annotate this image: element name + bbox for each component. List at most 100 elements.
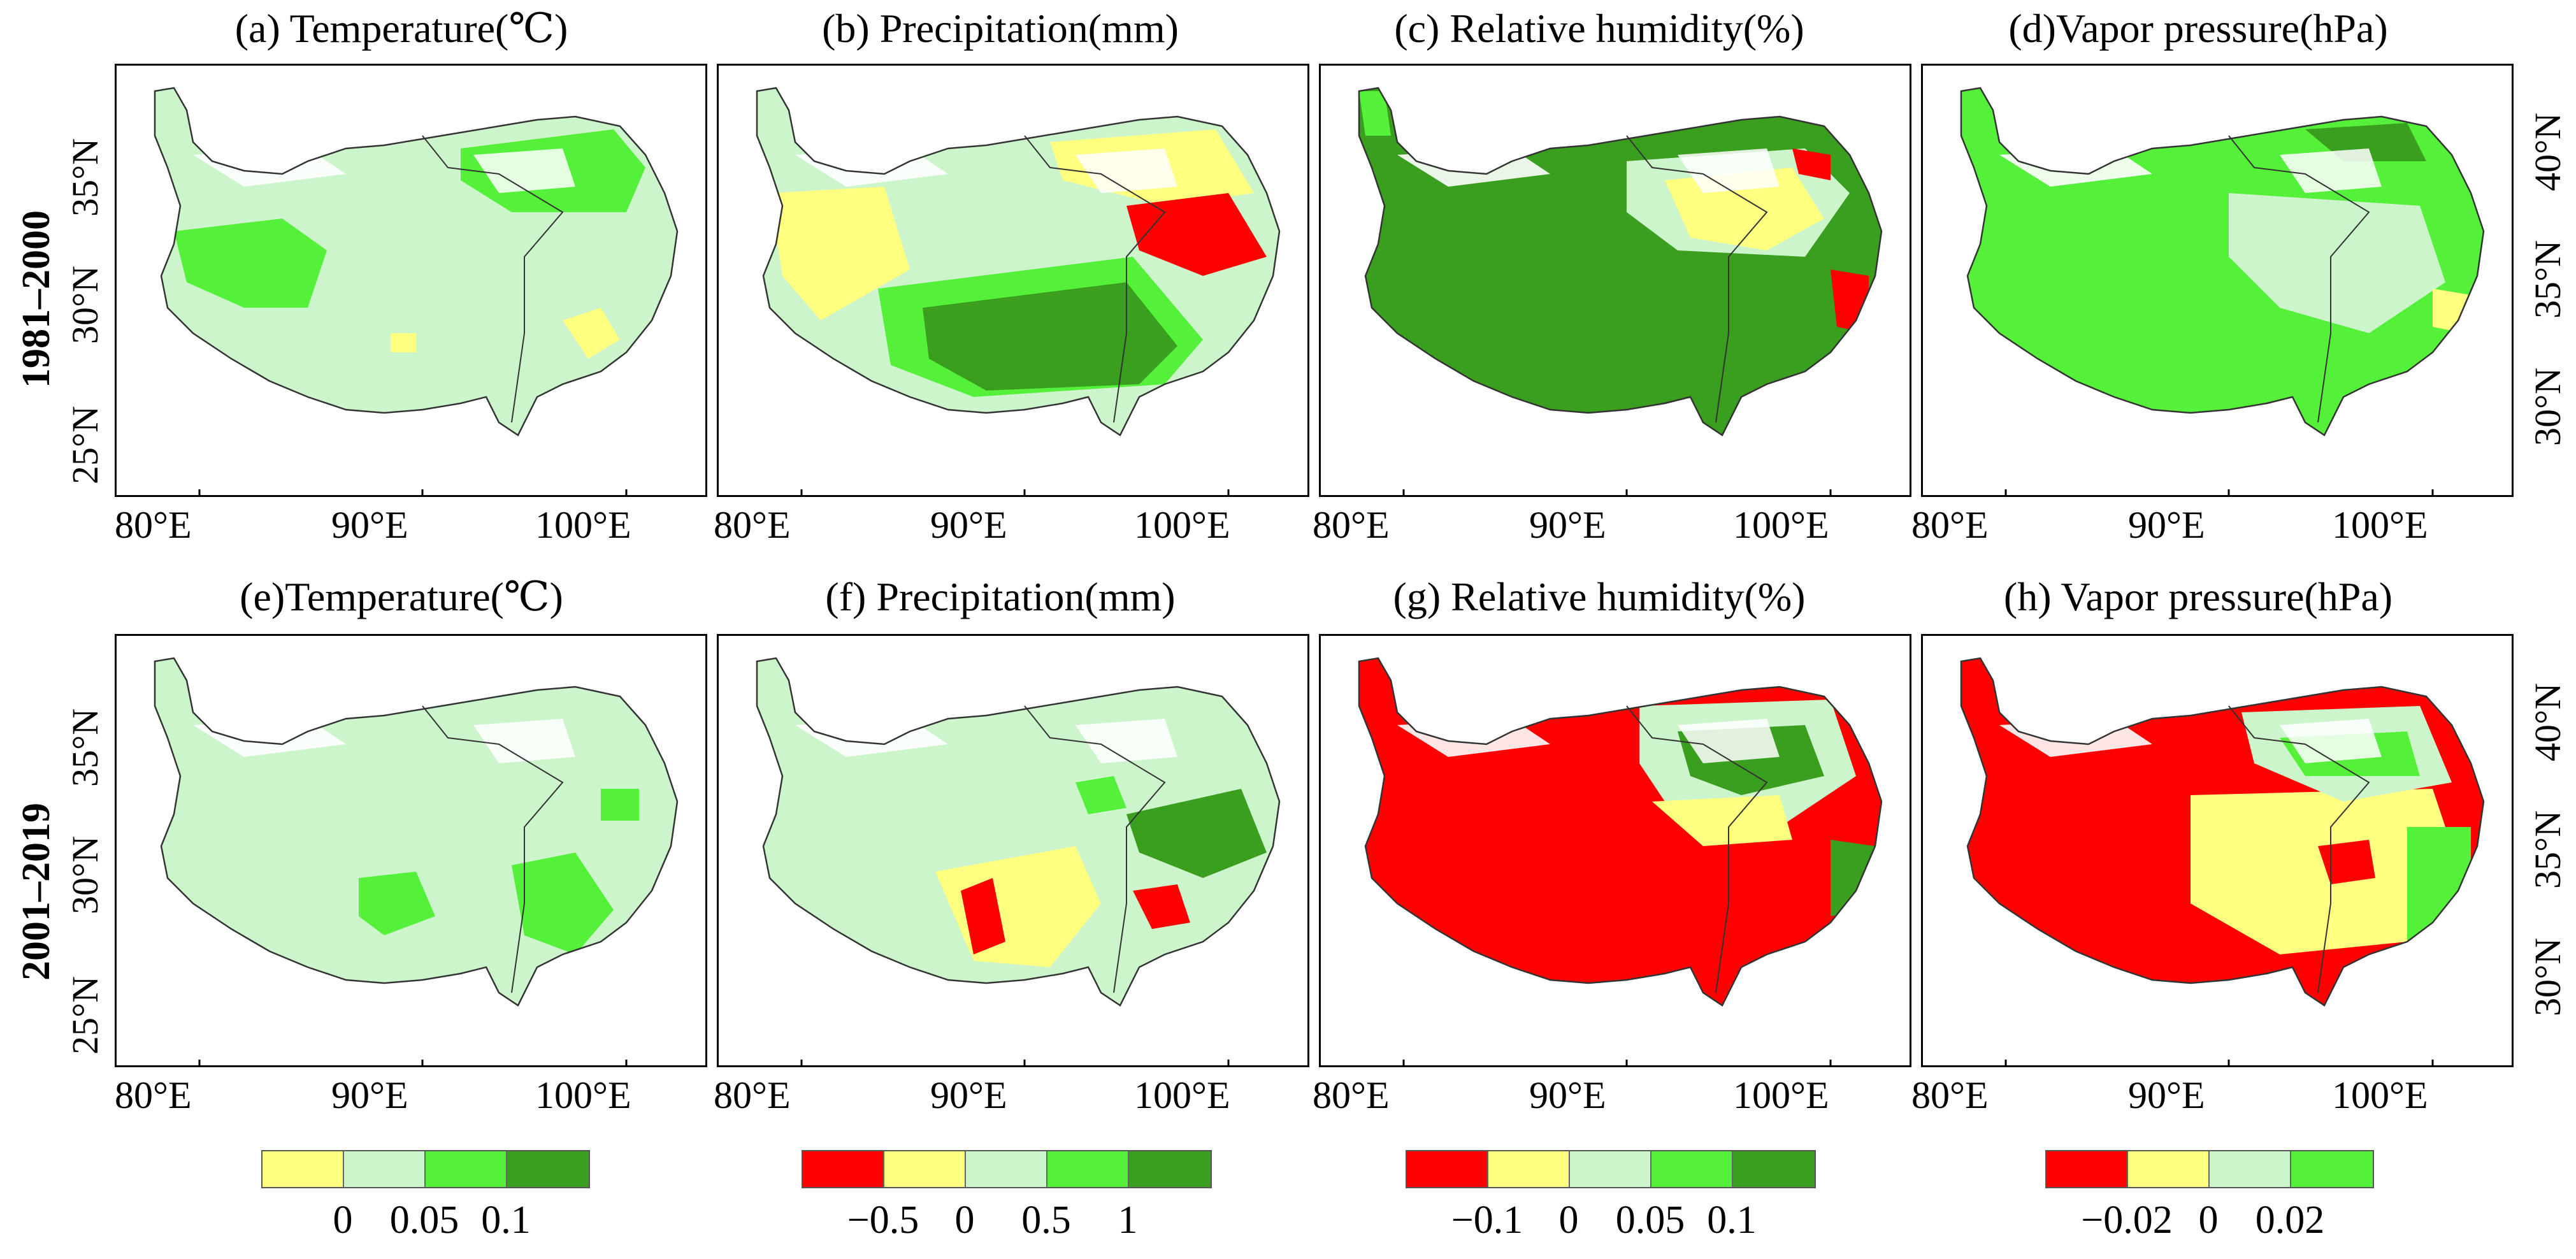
x-tick-b-90: 90°E [930, 504, 1007, 546]
legend-rh-label-1: 0 [1558, 1198, 1579, 1242]
panel-title-c: (c) Relative humidity(%) [1394, 6, 1804, 51]
plateau-map [1358, 87, 1883, 495]
y-tick-right-d-40: 40°N [2527, 112, 2568, 191]
map-panel-e [115, 634, 707, 1067]
region-fill [2191, 789, 2458, 954]
y-tick-left-e-35: 35°N [64, 708, 106, 787]
no-data-patch [1076, 148, 1177, 193]
region-fill [1831, 840, 1875, 916]
region-fill [1076, 776, 1126, 814]
legend-swatch [884, 1151, 966, 1187]
plateau-map [154, 87, 679, 495]
no-data-patch [2280, 719, 2382, 763]
province-boundary [1626, 705, 1768, 993]
panel-title-d: (d)Vapor pressure(hPa) [2008, 6, 2388, 51]
y-tick-left-a-30: 30°N [64, 265, 106, 344]
legend-swatch [344, 1151, 426, 1187]
legend-swatch [2047, 1151, 2128, 1187]
y-tick-right-h-35: 35°N [2527, 810, 2568, 889]
plateau-boundary [756, 87, 1281, 436]
legend-prec-label-2: 0.5 [1021, 1198, 1071, 1242]
region-fill [1792, 148, 1831, 180]
region-fill [391, 333, 416, 352]
region-fill [1126, 789, 1267, 878]
plateau-map [154, 657, 679, 1065]
panel-title-a: (a) Temperature(℃) [234, 6, 568, 51]
legend-swatch [1129, 1151, 1211, 1187]
y-tick-left-a-35: 35°N [64, 138, 106, 217]
x-tick-a-100: 100°E [535, 504, 631, 546]
legend-swatch [1651, 1151, 1733, 1187]
legend-precipitation [802, 1150, 1212, 1188]
no-data-patch [473, 148, 575, 193]
region-fill [1126, 193, 1267, 276]
legend-swatch [966, 1151, 1047, 1187]
region-fill [359, 872, 435, 935]
plateau-boundary [154, 657, 679, 1007]
region-fill [1359, 91, 1391, 136]
y-tick-left-e-25: 25°N [64, 975, 106, 1054]
y-tick-right-h-30: 30°N [2527, 937, 2568, 1016]
plateau-map [1358, 657, 1883, 1065]
x-tick-c-100: 100°E [1733, 504, 1829, 546]
legend-swatch [803, 1151, 884, 1187]
legend-rh-label-2: 0.05 [1615, 1198, 1685, 1242]
map-panel-b [717, 64, 1309, 497]
region-fill [961, 878, 1005, 954]
plateau-boundary [1960, 657, 2485, 1007]
x-tick-g-80: 80°E [1313, 1074, 1390, 1116]
legend-swatch [1407, 1151, 1488, 1187]
x-tick-c-80: 80°E [1313, 504, 1390, 546]
province-boundary [422, 135, 564, 423]
legend-temperature [261, 1150, 590, 1188]
province-boundary [2228, 135, 2370, 423]
row-label-1981-2000: 1981–2000 [15, 210, 58, 389]
no-data-patch [1678, 719, 1780, 763]
x-tick-f-80: 80°E [714, 1074, 791, 1116]
x-tick-g-100: 100°E [1733, 1074, 1829, 1116]
region-fill [174, 219, 327, 308]
x-tick-b-80: 80°E [714, 504, 791, 546]
legend-rh-label-0: −0.1 [1451, 1198, 1523, 1242]
x-tick-h-80: 80°E [1911, 1074, 1989, 1116]
plateau-boundary [1358, 657, 1883, 1007]
x-tick-g-90: 90°E [1529, 1074, 1606, 1116]
panel-title-h: (h) Vapor pressure(hPa) [2003, 574, 2393, 619]
plateau-map [1960, 87, 2485, 495]
x-tick-a-80: 80°E [115, 504, 192, 546]
region-fill [563, 308, 620, 359]
legend-swatch [2210, 1151, 2291, 1187]
legend-temp-label-2: 0.1 [481, 1198, 531, 1242]
x-tick-a-90: 90°E [331, 504, 408, 546]
no-data-patch [1397, 719, 1550, 757]
panel-title-g: (g) Relative humidity(%) [1393, 574, 1806, 619]
y-tick-right-d-35: 35°N [2527, 240, 2568, 319]
legend-swatch [426, 1151, 507, 1187]
x-tick-e-90: 90°E [331, 1074, 408, 1116]
x-tick-e-100: 100°E [535, 1074, 631, 1116]
no-data-patch [795, 148, 948, 187]
legend-swatch [1047, 1151, 1129, 1187]
panel-title-f: (f) Precipitation(mm) [825, 574, 1176, 619]
legend-swatch [263, 1151, 344, 1187]
region-fill [512, 853, 614, 954]
legend-vapor-pressure [2045, 1150, 2374, 1188]
map-panel-a [115, 64, 707, 497]
legend-rh-label-3: 0.1 [1707, 1198, 1757, 1242]
legend-relative-humidity [1406, 1150, 1816, 1188]
legend-temp-label-0: 0 [333, 1198, 353, 1242]
x-tick-h-100: 100°E [2332, 1074, 2428, 1116]
plateau-map [756, 87, 1281, 495]
no-data-patch [2280, 148, 2382, 193]
legend-temp-label-1: 0.05 [389, 1198, 459, 1242]
province-boundary [422, 705, 564, 993]
map-panel-g [1319, 634, 1911, 1067]
y-tick-right-d-30: 30°N [2527, 367, 2568, 446]
map-panel-h [1921, 634, 2514, 1067]
no-data-patch [193, 719, 346, 757]
legend-swatch [1733, 1151, 1815, 1187]
no-data-patch [1678, 148, 1780, 193]
map-panel-d [1921, 64, 2514, 497]
region-fill [601, 789, 639, 821]
no-data-patch [1999, 719, 2152, 757]
